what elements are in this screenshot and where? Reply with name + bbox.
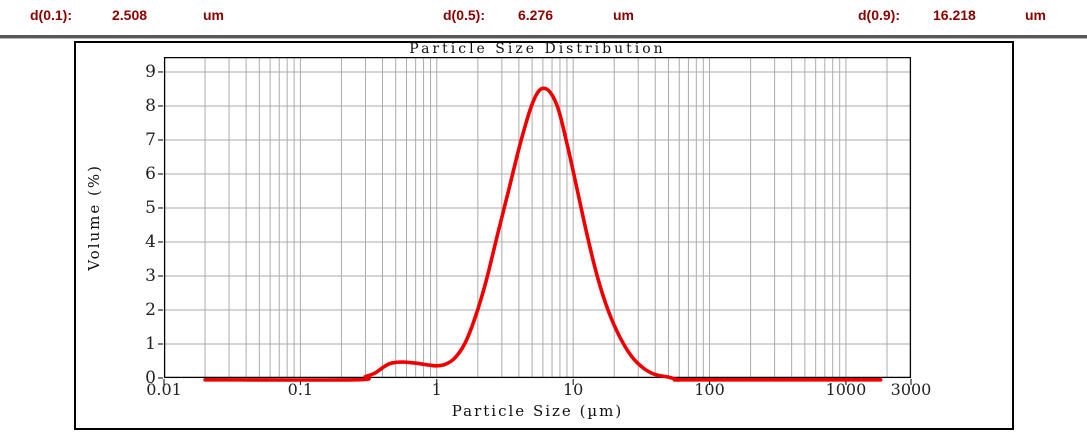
header-separator	[0, 35, 1087, 39]
x-tick-label: 0.1	[287, 380, 314, 399]
d01-label: d(0.1):	[30, 7, 72, 23]
y-tick-label: 0	[145, 368, 156, 388]
y-tick-label: 9	[145, 61, 156, 82]
y-tick-label: 6	[145, 163, 156, 184]
x-tick-label: 100	[694, 380, 725, 399]
d01-unit: um	[203, 7, 224, 23]
d05-value: 6.276	[518, 7, 554, 23]
x-tick-label: 1000	[825, 380, 867, 399]
y-tick-label: 7	[145, 129, 156, 150]
y-tick-label: 8	[145, 95, 156, 116]
x-tick-label: 10	[562, 380, 584, 399]
psd-curve	[203, 86, 883, 382]
y-tick-label: 2	[145, 299, 156, 320]
x-axis-label: Particle Size (µm)	[451, 402, 624, 420]
d05-unit: um	[613, 7, 634, 23]
y-tick-label: 4	[145, 231, 156, 252]
y-tick-label: 1	[145, 333, 156, 354]
x-tick-label: 0.01	[146, 380, 182, 399]
x-tick-label: 1	[431, 380, 442, 399]
d09-value: 16.218	[933, 7, 976, 23]
d09-unit: um	[1025, 7, 1046, 23]
y-tick-label: 5	[145, 197, 156, 218]
chart-canvas	[158, 57, 912, 385]
d09-label: d(0.9):	[858, 7, 900, 23]
y-tick-label: 3	[145, 265, 156, 286]
chart-title: Particle Size Distribution	[409, 41, 666, 57]
d05-label: d(0.5):	[443, 7, 485, 23]
d01-value: 2.508	[112, 7, 148, 23]
y-axis-label: Volume (%)	[85, 164, 103, 271]
x-tick-label: 3000	[890, 380, 932, 399]
